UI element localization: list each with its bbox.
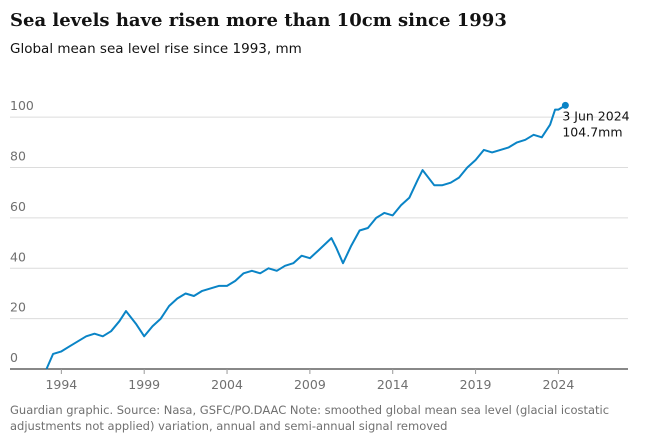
- y-tick-label: 100: [10, 98, 34, 113]
- x-tick-label: 2009: [294, 377, 326, 392]
- y-tick-label: 40: [10, 249, 26, 264]
- chart-subtitle: Global mean sea level rise since 1993, m…: [10, 41, 302, 57]
- y-tick-label: 20: [10, 300, 26, 315]
- y-tick-label: 80: [10, 149, 26, 164]
- x-tick-label: 2019: [460, 377, 492, 392]
- caption: Guardian graphic. Source: Nasa, GSFC/PO.…: [10, 403, 609, 417]
- y-tick-label: 60: [10, 199, 26, 214]
- series-line: [45, 104, 566, 370]
- last-point: [561, 101, 569, 109]
- y-tick-label: 0: [10, 350, 18, 365]
- annotation-date: 3 Jun 2024: [562, 108, 629, 123]
- caption: adjustments not applied) variation, annu…: [10, 419, 447, 433]
- chart-title: Sea levels have risen more than 10cm sin…: [10, 10, 507, 31]
- x-tick-label: 2004: [211, 377, 243, 392]
- annotation-value: 104.7mm: [562, 124, 622, 139]
- x-tick-label: 2024: [543, 377, 575, 392]
- x-tick-label: 1999: [128, 377, 160, 392]
- x-tick-label: 1994: [45, 377, 77, 392]
- x-tick-label: 2014: [377, 377, 409, 392]
